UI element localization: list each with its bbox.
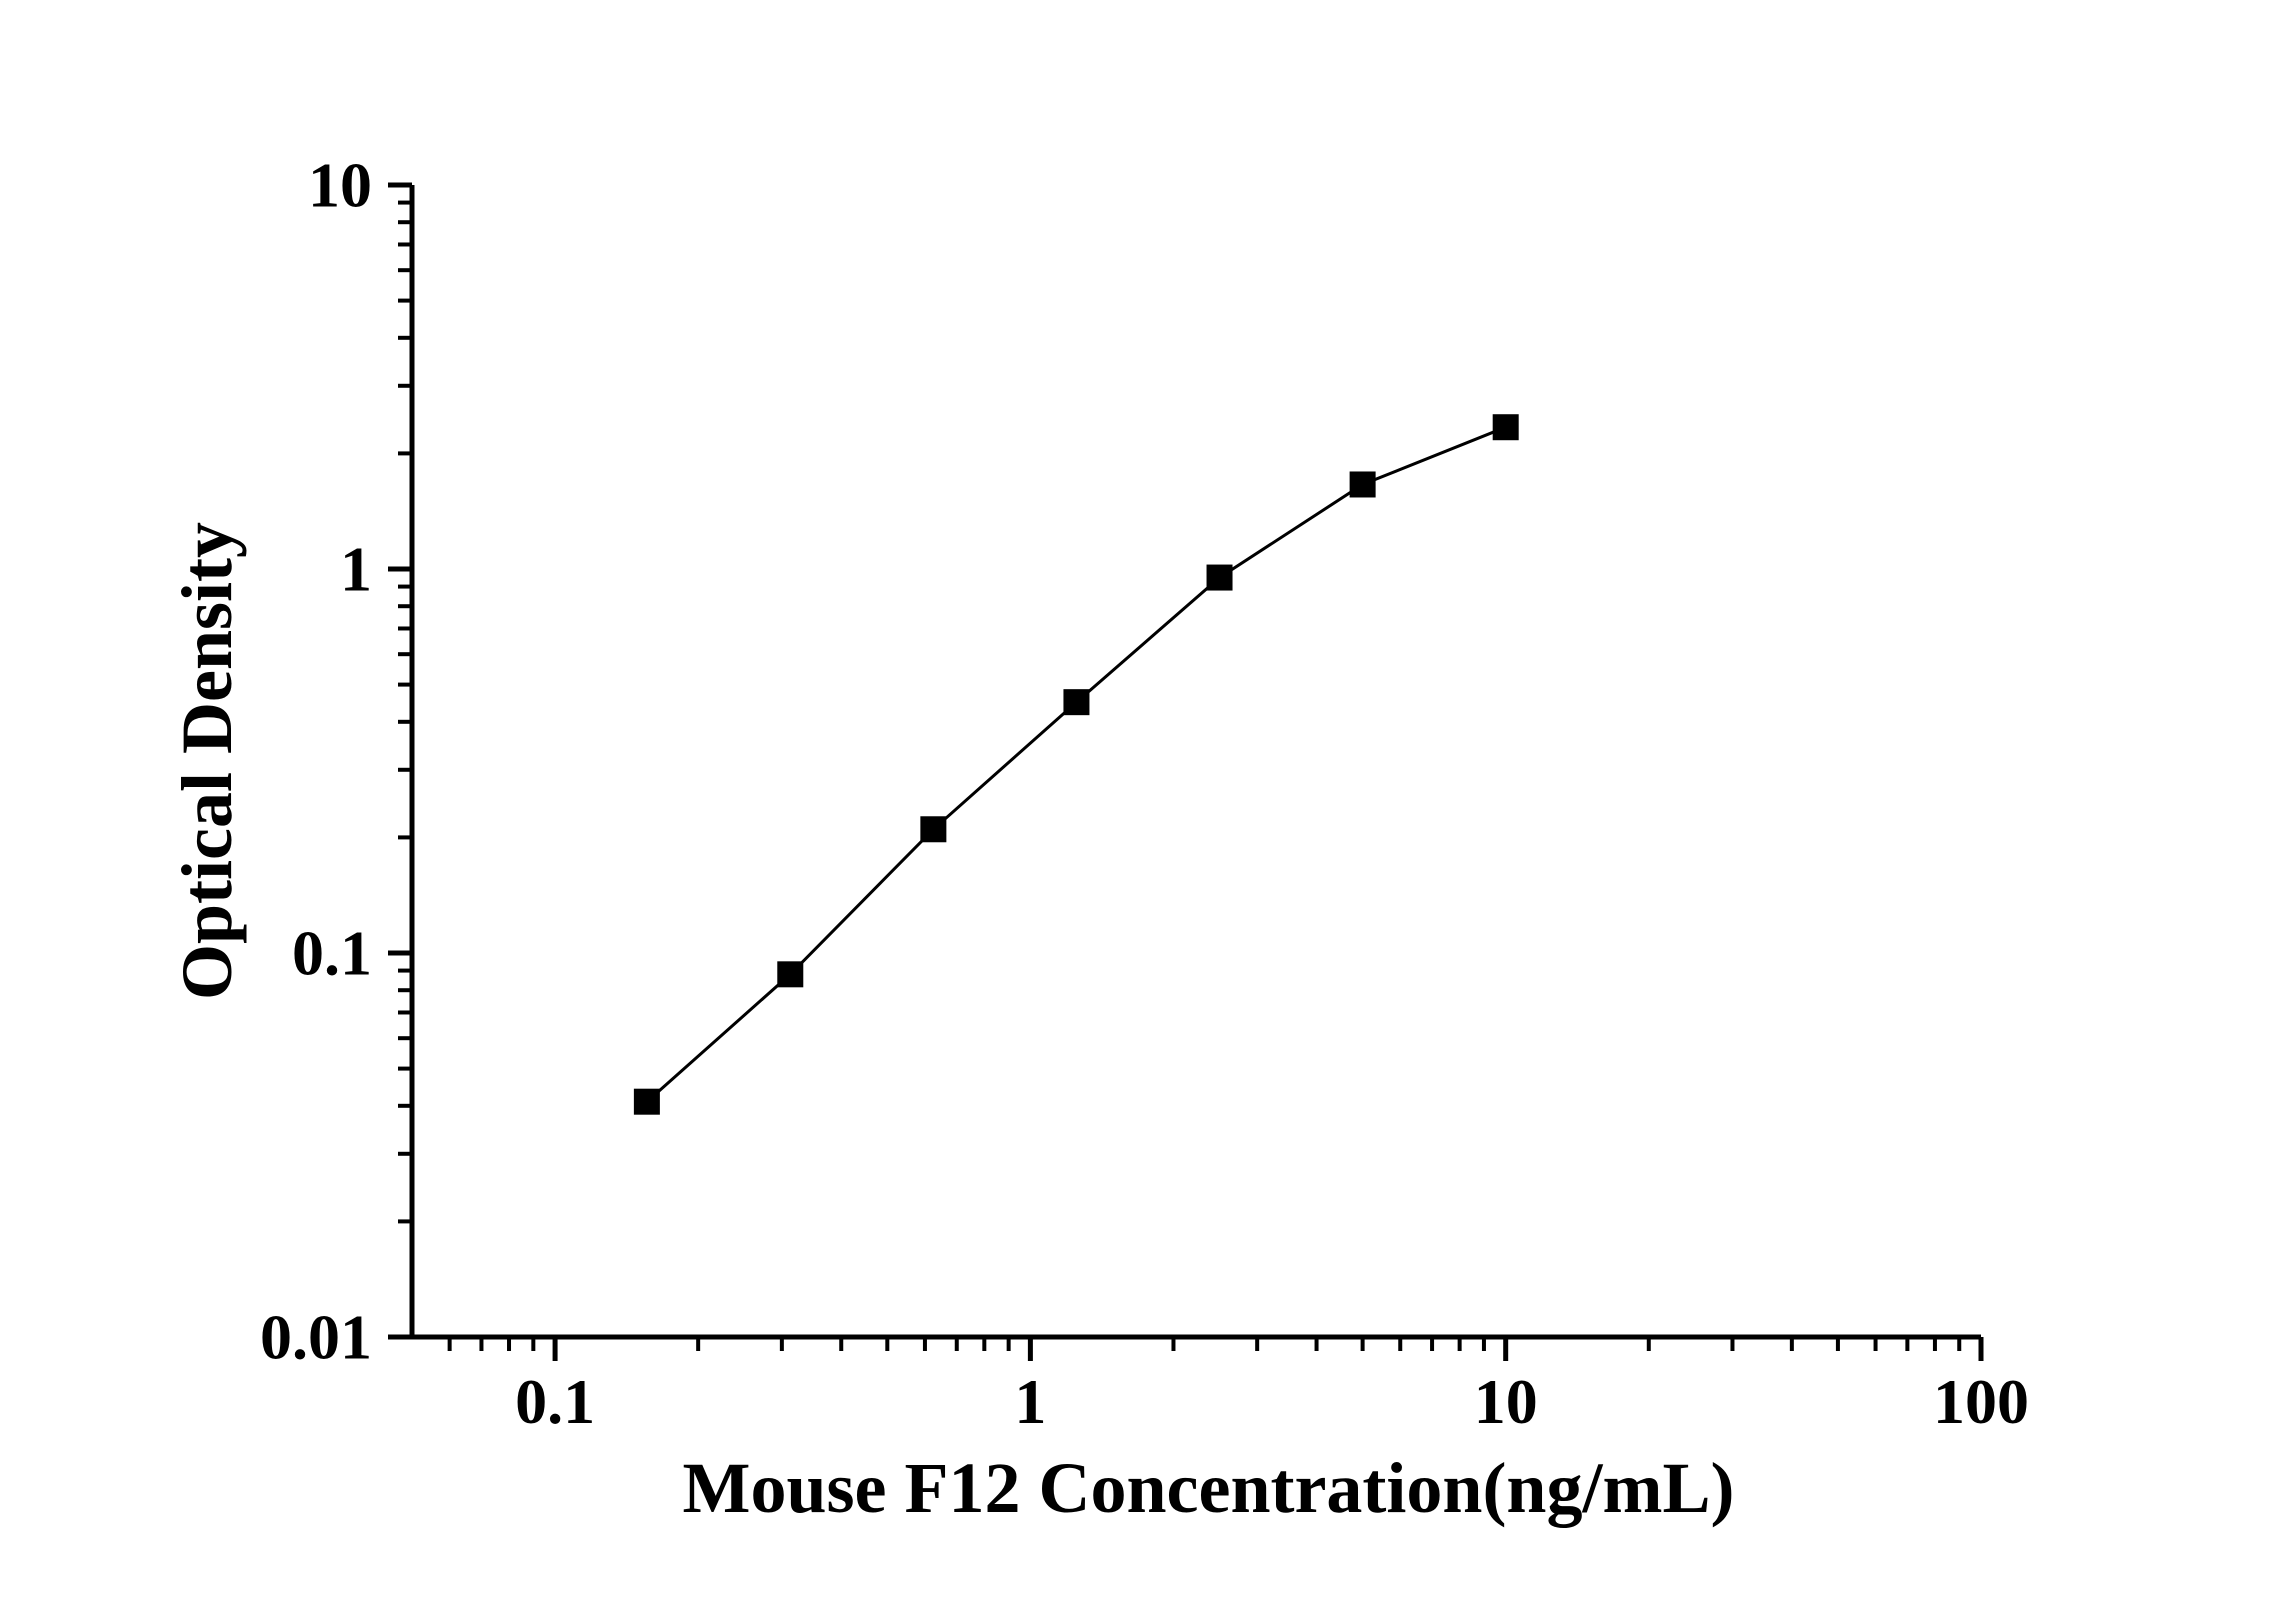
axis-ticks (388, 182, 1984, 1361)
x-tick-label: 0.1 (515, 1366, 595, 1437)
axes (409, 185, 1981, 1340)
series-line (645, 425, 1507, 1103)
axis-lines (409, 185, 1981, 1340)
data-point-marker (920, 816, 947, 843)
data-point-marker (777, 961, 804, 988)
tick-labels: 0.1 1 10 100 0.01 0.1 1 10 (260, 150, 2029, 1438)
data-point-marker (1206, 564, 1233, 591)
data-point-marker (1492, 414, 1519, 441)
y-tick-label: 0.1 (292, 918, 372, 989)
x-tick-label: 100 (1933, 1366, 2029, 1437)
y-tick-label: 0.01 (260, 1302, 372, 1373)
x-axis-title: Mouse F12 Concentration(ng/mL) (683, 1448, 1735, 1528)
data-point-marker (1349, 471, 1376, 498)
y-tick-label: 1 (340, 534, 372, 605)
y-tick-label: 10 (308, 150, 372, 221)
data-series (633, 414, 1519, 1115)
axis-titles: Mouse F12 Concentration(ng/mL) Optical De… (167, 522, 1734, 1528)
data-point-marker (1063, 689, 1090, 716)
x-tick-label: 1 (1014, 1366, 1046, 1437)
x-tick-label: 10 (1474, 1366, 1538, 1437)
data-point-marker (633, 1088, 660, 1115)
y-axis-title: Optical Density (167, 522, 247, 1000)
